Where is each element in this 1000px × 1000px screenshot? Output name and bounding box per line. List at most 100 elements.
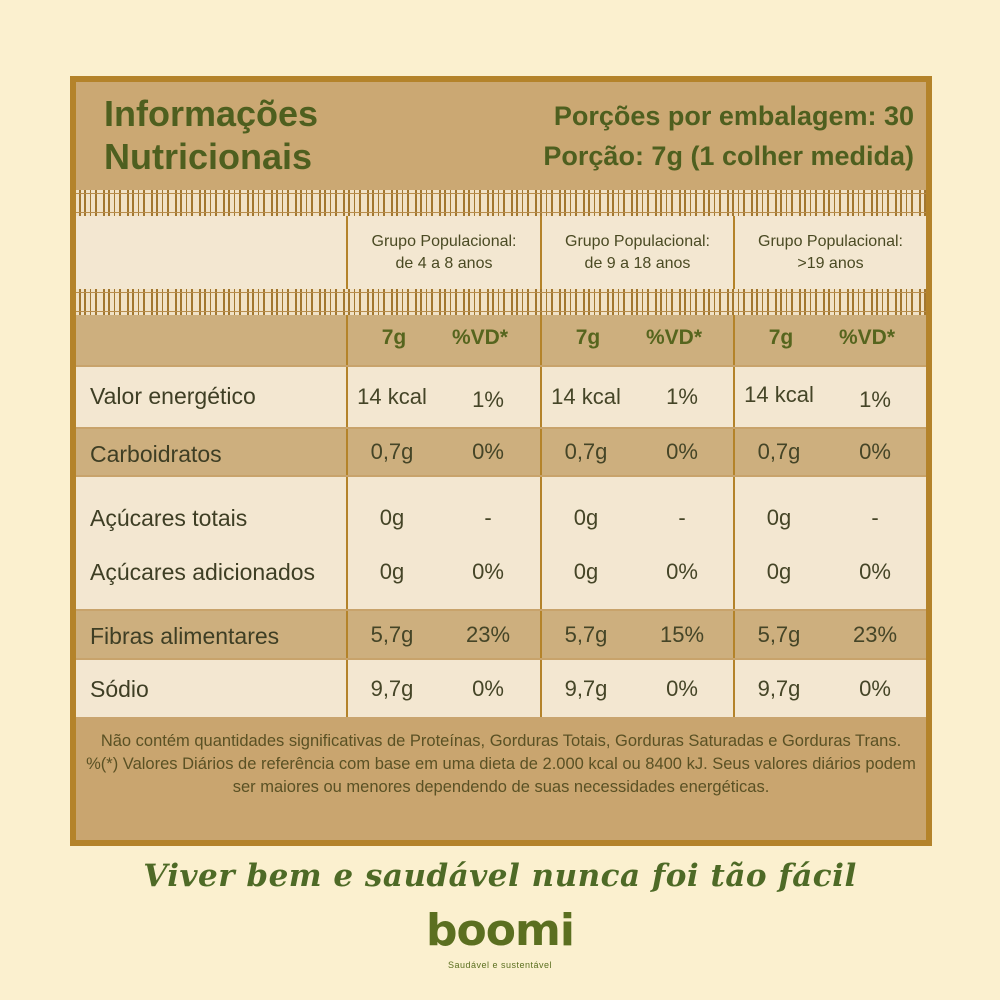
tagline: Viver bem e saudável nunca foi tão fácil bbox=[143, 858, 857, 894]
amount-header: 7g bbox=[381, 326, 407, 349]
empty-header-cell bbox=[76, 216, 348, 289]
footnote-not-significant: Não contém quantidades significativas de… bbox=[100, 732, 902, 750]
group-label: Grupo Populacional: bbox=[371, 232, 517, 250]
amount-value: 14 kcal bbox=[551, 384, 621, 409]
table-header: Informações Nutricionais Porções por emb… bbox=[76, 82, 926, 190]
group-header-19-plus: Grupo Populacional: >19 anos bbox=[735, 216, 926, 289]
brand-logo: boomi bbox=[426, 905, 575, 956]
nutrient-name-cell: Sódio bbox=[76, 660, 348, 717]
dv-value: - bbox=[871, 505, 879, 530]
amount-value: 9,7g bbox=[370, 676, 414, 701]
value-cell: 5,7g 23% bbox=[735, 611, 926, 658]
table-row: Valor energético 14 kcal 1% 14 kcal 1% 1… bbox=[76, 367, 926, 427]
nutrient-name: Valor energético bbox=[90, 383, 256, 409]
nutrient-name: Carboidratos bbox=[90, 441, 222, 467]
value-cell: 5,7g 23% bbox=[348, 611, 542, 658]
amount-value: 9,7g bbox=[757, 676, 801, 701]
servings-per-package: Porções por embalagem: 30 bbox=[553, 101, 914, 131]
group-header-4-8: Grupo Populacional: de 4 a 8 anos bbox=[348, 216, 542, 289]
group-header-row: Grupo Populacional: de 4 a 8 anos Grupo P… bbox=[76, 216, 926, 289]
dv-value: - bbox=[484, 505, 492, 530]
nutrient-name-cell: Carboidratos bbox=[76, 429, 348, 475]
value-cell: 14 kcal 1% bbox=[735, 367, 926, 427]
title-line-2: Nutricionais bbox=[104, 136, 313, 177]
dv-value: 0% bbox=[859, 439, 891, 464]
servings-info: Porções por embalagem: 30 Porção: 7g (1 … bbox=[543, 96, 914, 176]
serving-size: Porção: 7g (1 colher medida) bbox=[543, 141, 914, 171]
value-cell: 0,7g 0% bbox=[735, 429, 926, 475]
amount-header: 7g bbox=[768, 326, 794, 349]
dv-header: %VD* bbox=[838, 326, 896, 349]
value-cell: 0g - 0g 0% bbox=[542, 477, 735, 609]
value-cell: 0,7g 0% bbox=[348, 429, 542, 475]
dv-value: 23% bbox=[852, 622, 898, 647]
dv-value: 0% bbox=[859, 676, 891, 701]
column-header-cell: 7g %VD* bbox=[348, 315, 542, 365]
table-footnote: Não contém quantidades significativas de… bbox=[76, 717, 926, 840]
amount-value: 14 kcal bbox=[357, 384, 427, 409]
empty-header-cell bbox=[76, 315, 348, 365]
value-cell: 14 kcal 1% bbox=[542, 367, 735, 427]
dv-value: 0% bbox=[472, 439, 504, 464]
value-cell: 0g - 0g 0% bbox=[735, 477, 926, 609]
amount-value: 0g bbox=[766, 559, 792, 584]
amount-value: 5,7g bbox=[757, 622, 801, 647]
nutrient-name-cell: Açúcares totais Açúcares adicionados bbox=[76, 477, 348, 609]
amount-value: 0g bbox=[573, 505, 599, 530]
nutrient-name: Fibras alimentares bbox=[90, 623, 280, 649]
group-age: >19 anos bbox=[797, 254, 864, 272]
value-cell: 14 kcal 1% bbox=[348, 367, 542, 427]
decorative-pattern-band bbox=[76, 190, 926, 216]
column-header-cell: 7g %VD* bbox=[735, 315, 926, 365]
amount-value: 0,7g bbox=[564, 439, 608, 464]
amount-value: 0g bbox=[766, 505, 792, 530]
dv-value: 0% bbox=[666, 559, 698, 584]
column-header-cell: 7g %VD* bbox=[542, 315, 735, 365]
dv-header: %VD* bbox=[645, 326, 703, 349]
value-cell: 0,7g 0% bbox=[542, 429, 735, 475]
dv-header: %VD* bbox=[451, 326, 509, 349]
dv-value: 1% bbox=[859, 387, 891, 412]
title-line-1: Informações bbox=[104, 93, 319, 134]
table-row: Carboidratos 0,7g 0% 0,7g 0% 0,7g 0% bbox=[76, 429, 926, 475]
dv-value: 15% bbox=[659, 622, 705, 647]
dv-value: 0% bbox=[666, 439, 698, 464]
value-cell: 9,7g 0% bbox=[348, 660, 542, 717]
value-cell: 9,7g 0% bbox=[735, 660, 926, 717]
footnote-daily-values: %(*) Valores Diários de referência com b… bbox=[86, 755, 916, 796]
value-cell: 9,7g 0% bbox=[542, 660, 735, 717]
group-age: de 4 a 8 anos bbox=[395, 254, 493, 272]
value-cell: 0g - 0g 0% bbox=[348, 477, 542, 609]
group-label: Grupo Populacional: bbox=[565, 232, 710, 250]
dv-value: - bbox=[678, 505, 686, 530]
amount-value: 0g bbox=[379, 505, 405, 530]
group-age: de 9 a 18 anos bbox=[584, 254, 691, 272]
dv-value: 23% bbox=[465, 622, 511, 647]
amount-value: 9,7g bbox=[564, 676, 608, 701]
amount-header: 7g bbox=[575, 326, 601, 349]
amount-value: 5,7g bbox=[370, 622, 414, 647]
dv-value: 0% bbox=[666, 676, 698, 701]
page-title: Informações Nutricionais bbox=[104, 92, 318, 178]
amount-value: 5,7g bbox=[564, 622, 608, 647]
amount-value: 0,7g bbox=[370, 439, 414, 464]
dv-value: 0% bbox=[859, 559, 891, 584]
brand-slogan: Saudável e sustentável bbox=[447, 960, 553, 970]
value-cell: 5,7g 15% bbox=[542, 611, 735, 658]
amount-value: 0,7g bbox=[757, 439, 801, 464]
decorative-pattern-band bbox=[76, 289, 926, 315]
nutrient-name: Sódio bbox=[90, 676, 149, 702]
amount-value: 0g bbox=[379, 559, 405, 584]
nutrition-facts-panel: Informações Nutricionais Porções por emb… bbox=[70, 76, 932, 846]
sugars-block: Açúcares totais Açúcares adicionados 0g … bbox=[76, 477, 926, 609]
column-header-row: 7g %VD* 7g %VD* 7g %VD* bbox=[76, 315, 926, 365]
dv-value: 1% bbox=[666, 384, 698, 409]
dv-value: 0% bbox=[472, 676, 504, 701]
nutrient-name: Açúcares totais bbox=[90, 505, 248, 531]
group-label: Grupo Populacional: bbox=[758, 232, 903, 250]
table-row: Sódio 9,7g 0% 9,7g 0% 9,7g 0% bbox=[76, 660, 926, 717]
nutrient-name: Açúcares adicionados bbox=[90, 559, 316, 585]
amount-value: 0g bbox=[573, 559, 599, 584]
nutrient-name-cell: Valor energético bbox=[76, 367, 348, 427]
table-row: Fibras alimentares 5,7g 23% 5,7g 15% 5,7… bbox=[76, 611, 926, 658]
